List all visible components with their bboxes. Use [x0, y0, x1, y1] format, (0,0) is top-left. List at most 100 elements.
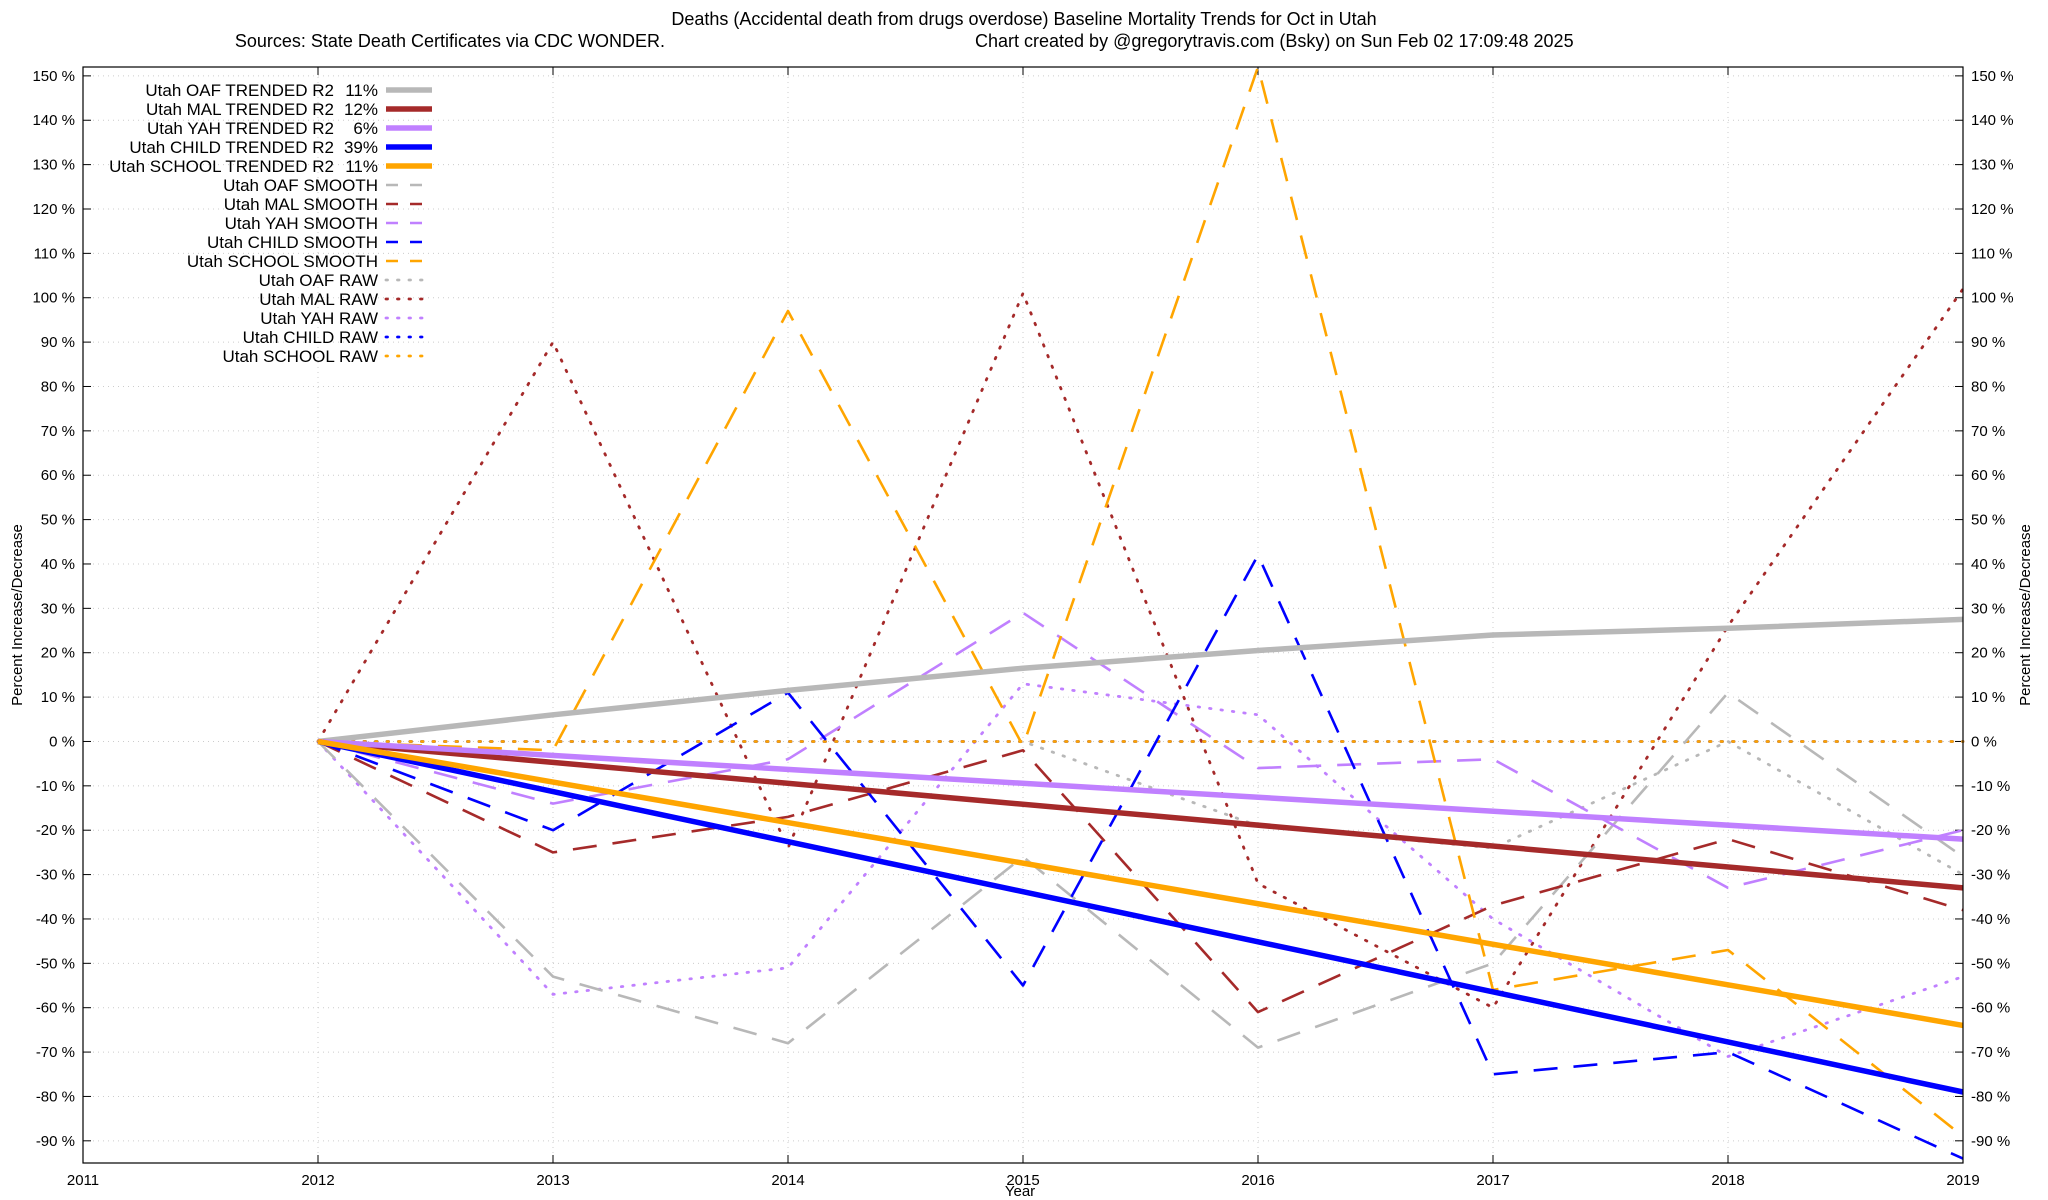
y-tick-label-left: 30 % — [41, 600, 75, 617]
legend-label-utah-child-smooth: Utah CHILD SMOOTH — [207, 233, 378, 252]
y-tick-label-left: -80 % — [36, 1088, 75, 1105]
y-tick-label-right: 10 % — [1971, 689, 2005, 706]
x-tick-label: 2011 — [67, 1172, 99, 1189]
legend-r2-utah-mal-trended-r2: 12% — [344, 100, 378, 119]
y-tick-label-left: -30 % — [36, 867, 75, 884]
y-tick-label-left: 150 % — [32, 68, 75, 85]
y-tick-label-right: 30 % — [1971, 600, 2005, 617]
legend-label-utah-child-raw: Utah CHILD RAW — [243, 328, 378, 347]
y-tick-label-left: 40 % — [41, 556, 75, 573]
y-tick-label-left: -90 % — [36, 1133, 75, 1150]
legend-label-utah-child-trended-r2: Utah CHILD TRENDED R2 — [129, 138, 334, 157]
chart-subtitle-left: Sources: State Death Certificates via CD… — [235, 31, 665, 51]
y-tick-label-left: 0 % — [49, 733, 75, 750]
y-tick-label-right: 90 % — [1971, 334, 2005, 351]
y-tick-label-right: -20 % — [1971, 822, 2010, 839]
x-tick-label: 2015 — [1006, 1172, 1039, 1189]
legend-r2-utah-child-trended-r2: 39% — [344, 138, 378, 157]
y-tick-label-left: -40 % — [36, 911, 75, 928]
y-tick-label-right: 100 % — [1971, 290, 2014, 307]
legend-label-utah-school-smooth: Utah SCHOOL SMOOTH — [187, 252, 378, 271]
y-tick-label-right: 110 % — [1971, 245, 2012, 262]
x-tick-label: 2017 — [1476, 1172, 1509, 1189]
y-tick-label-right: 20 % — [1971, 645, 2005, 662]
legend-label-utah-mal-smooth: Utah MAL SMOOTH — [224, 195, 378, 214]
y-tick-label-left: 100 % — [32, 290, 75, 307]
legend-label-utah-school-raw: Utah SCHOOL RAW — [222, 347, 378, 366]
x-tick-label: 2018 — [1711, 1172, 1744, 1189]
series-line-utah-mal-raw — [316, 287, 1965, 1010]
legend-label-utah-mal-trended-r2: Utah MAL TRENDED R2 — [146, 100, 334, 119]
y-tick-label-right: 130 % — [1971, 157, 2014, 174]
y-tick-label-left: 90 % — [41, 334, 75, 351]
y-tick-label-right: -90 % — [1971, 1133, 2010, 1150]
y-axis-label-right: Percent Increase/Decrease — [2017, 524, 2034, 706]
y-tick-label-right: -80 % — [1971, 1088, 2010, 1105]
y-tick-label-right: 60 % — [1971, 467, 2005, 484]
legend-label-utah-mal-raw: Utah MAL RAW — [259, 290, 378, 309]
legend-label-utah-oaf-trended-r2: Utah OAF TRENDED R2 — [145, 81, 334, 100]
series-line-utah-yah-smooth — [317, 611, 1964, 890]
legend-r2-utah-school-trended-r2: 11% — [345, 157, 378, 176]
y-tick-label-left: -50 % — [36, 955, 75, 972]
chart-subtitle-right: Chart created by @gregorytravis.com (Bsk… — [975, 31, 1574, 51]
plot-frame — [82, 66, 1964, 1164]
legend-label-utah-oaf-smooth: Utah OAF SMOOTH — [223, 176, 378, 195]
series-line-utah-oaf-smooth — [317, 691, 1964, 1049]
series-lines — [316, 65, 1965, 1160]
y-tick-label-right: 80 % — [1971, 378, 2005, 395]
series-line-utah-mal-trended-r2 — [317, 738, 1964, 891]
y-tick-label-left: -60 % — [36, 1000, 75, 1017]
series-line-utah-school-trended-r2 — [317, 738, 1964, 1029]
y-tick-label-right: -70 % — [1971, 1044, 2010, 1061]
y-tick-label-right: -30 % — [1971, 867, 2010, 884]
y-tick-label-left: -10 % — [36, 778, 75, 795]
x-axis-label: Year — [1005, 1183, 1035, 1200]
y-tick-label-right: 50 % — [1971, 512, 2005, 529]
x-tick-label: 2016 — [1241, 1172, 1274, 1189]
y-tick-label-right: 40 % — [1971, 556, 2005, 573]
y-tick-label-left: 10 % — [41, 689, 75, 706]
y-tick-label-left: 80 % — [41, 378, 75, 395]
y-tick-label-left: 60 % — [41, 467, 75, 484]
y-tick-label-right: -50 % — [1971, 955, 2010, 972]
legend-label-utah-school-trended-r2: Utah SCHOOL TRENDED R2 — [109, 157, 334, 176]
series-line-utah-child-smooth — [317, 553, 1964, 1160]
y-tick-label-left: 70 % — [41, 423, 75, 440]
y-tick-label-left: -20 % — [36, 822, 75, 839]
x-tick-label: 2013 — [536, 1172, 569, 1189]
legend-label-utah-yah-raw: Utah YAH RAW — [260, 309, 378, 328]
series-line-utah-child-trended-r2 — [317, 738, 1964, 1095]
x-tick-label: 2019 — [1946, 1172, 1979, 1189]
series-line-utah-mal-smooth — [317, 740, 1964, 1014]
x-tick-label: 2012 — [301, 1172, 334, 1189]
legend-label-utah-yah-smooth: Utah YAH SMOOTH — [225, 214, 378, 233]
y-tick-label-left: 20 % — [41, 645, 75, 662]
y-tick-label-left: 50 % — [41, 512, 75, 529]
y-tick-label-right: -40 % — [1971, 911, 2010, 928]
x-tick-label: 2014 — [771, 1172, 804, 1189]
legend-r2-utah-oaf-trended-r2: 11% — [345, 81, 378, 100]
y-tick-label-right: 70 % — [1971, 423, 2005, 440]
y-tick-label-right: 150 % — [1971, 68, 2014, 85]
series-line-utah-yah-trended-r2 — [317, 738, 1964, 842]
y-tick-label-right: -60 % — [1971, 1000, 2010, 1017]
legend: Utah OAF TRENDED R2 11% Utah MAL TRENDED R… — [109, 81, 434, 366]
y-tick-label-left: 130 % — [32, 157, 75, 174]
series-line-utah-oaf-trended-r2 — [317, 616, 1964, 745]
y-tick-label-right: 0 % — [1971, 733, 1997, 750]
y-tick-label-right: -10 % — [1971, 778, 2010, 795]
legend-r2-utah-yah-trended-r2: 6% — [353, 119, 378, 138]
series-line-utah-school-smooth — [317, 65, 1964, 1138]
axis-ticks: -90 % -90 % -80 % -80 % -70 % -70 % -60 % -60 %… — [32, 67, 2014, 1189]
series-line-utah-oaf-raw — [316, 740, 1965, 876]
legend-label-utah-oaf-raw: Utah OAF RAW — [259, 271, 378, 290]
series-line-utah-yah-raw — [316, 682, 1965, 1058]
y-tick-label-left: 110 % — [34, 245, 75, 262]
y-tick-label-right: 140 % — [1971, 112, 2014, 129]
y-tick-label-left: -70 % — [36, 1044, 75, 1061]
y-tick-label-left: 120 % — [32, 201, 75, 218]
chart-title: Deaths (Accidental death from drugs over… — [671, 9, 1376, 29]
